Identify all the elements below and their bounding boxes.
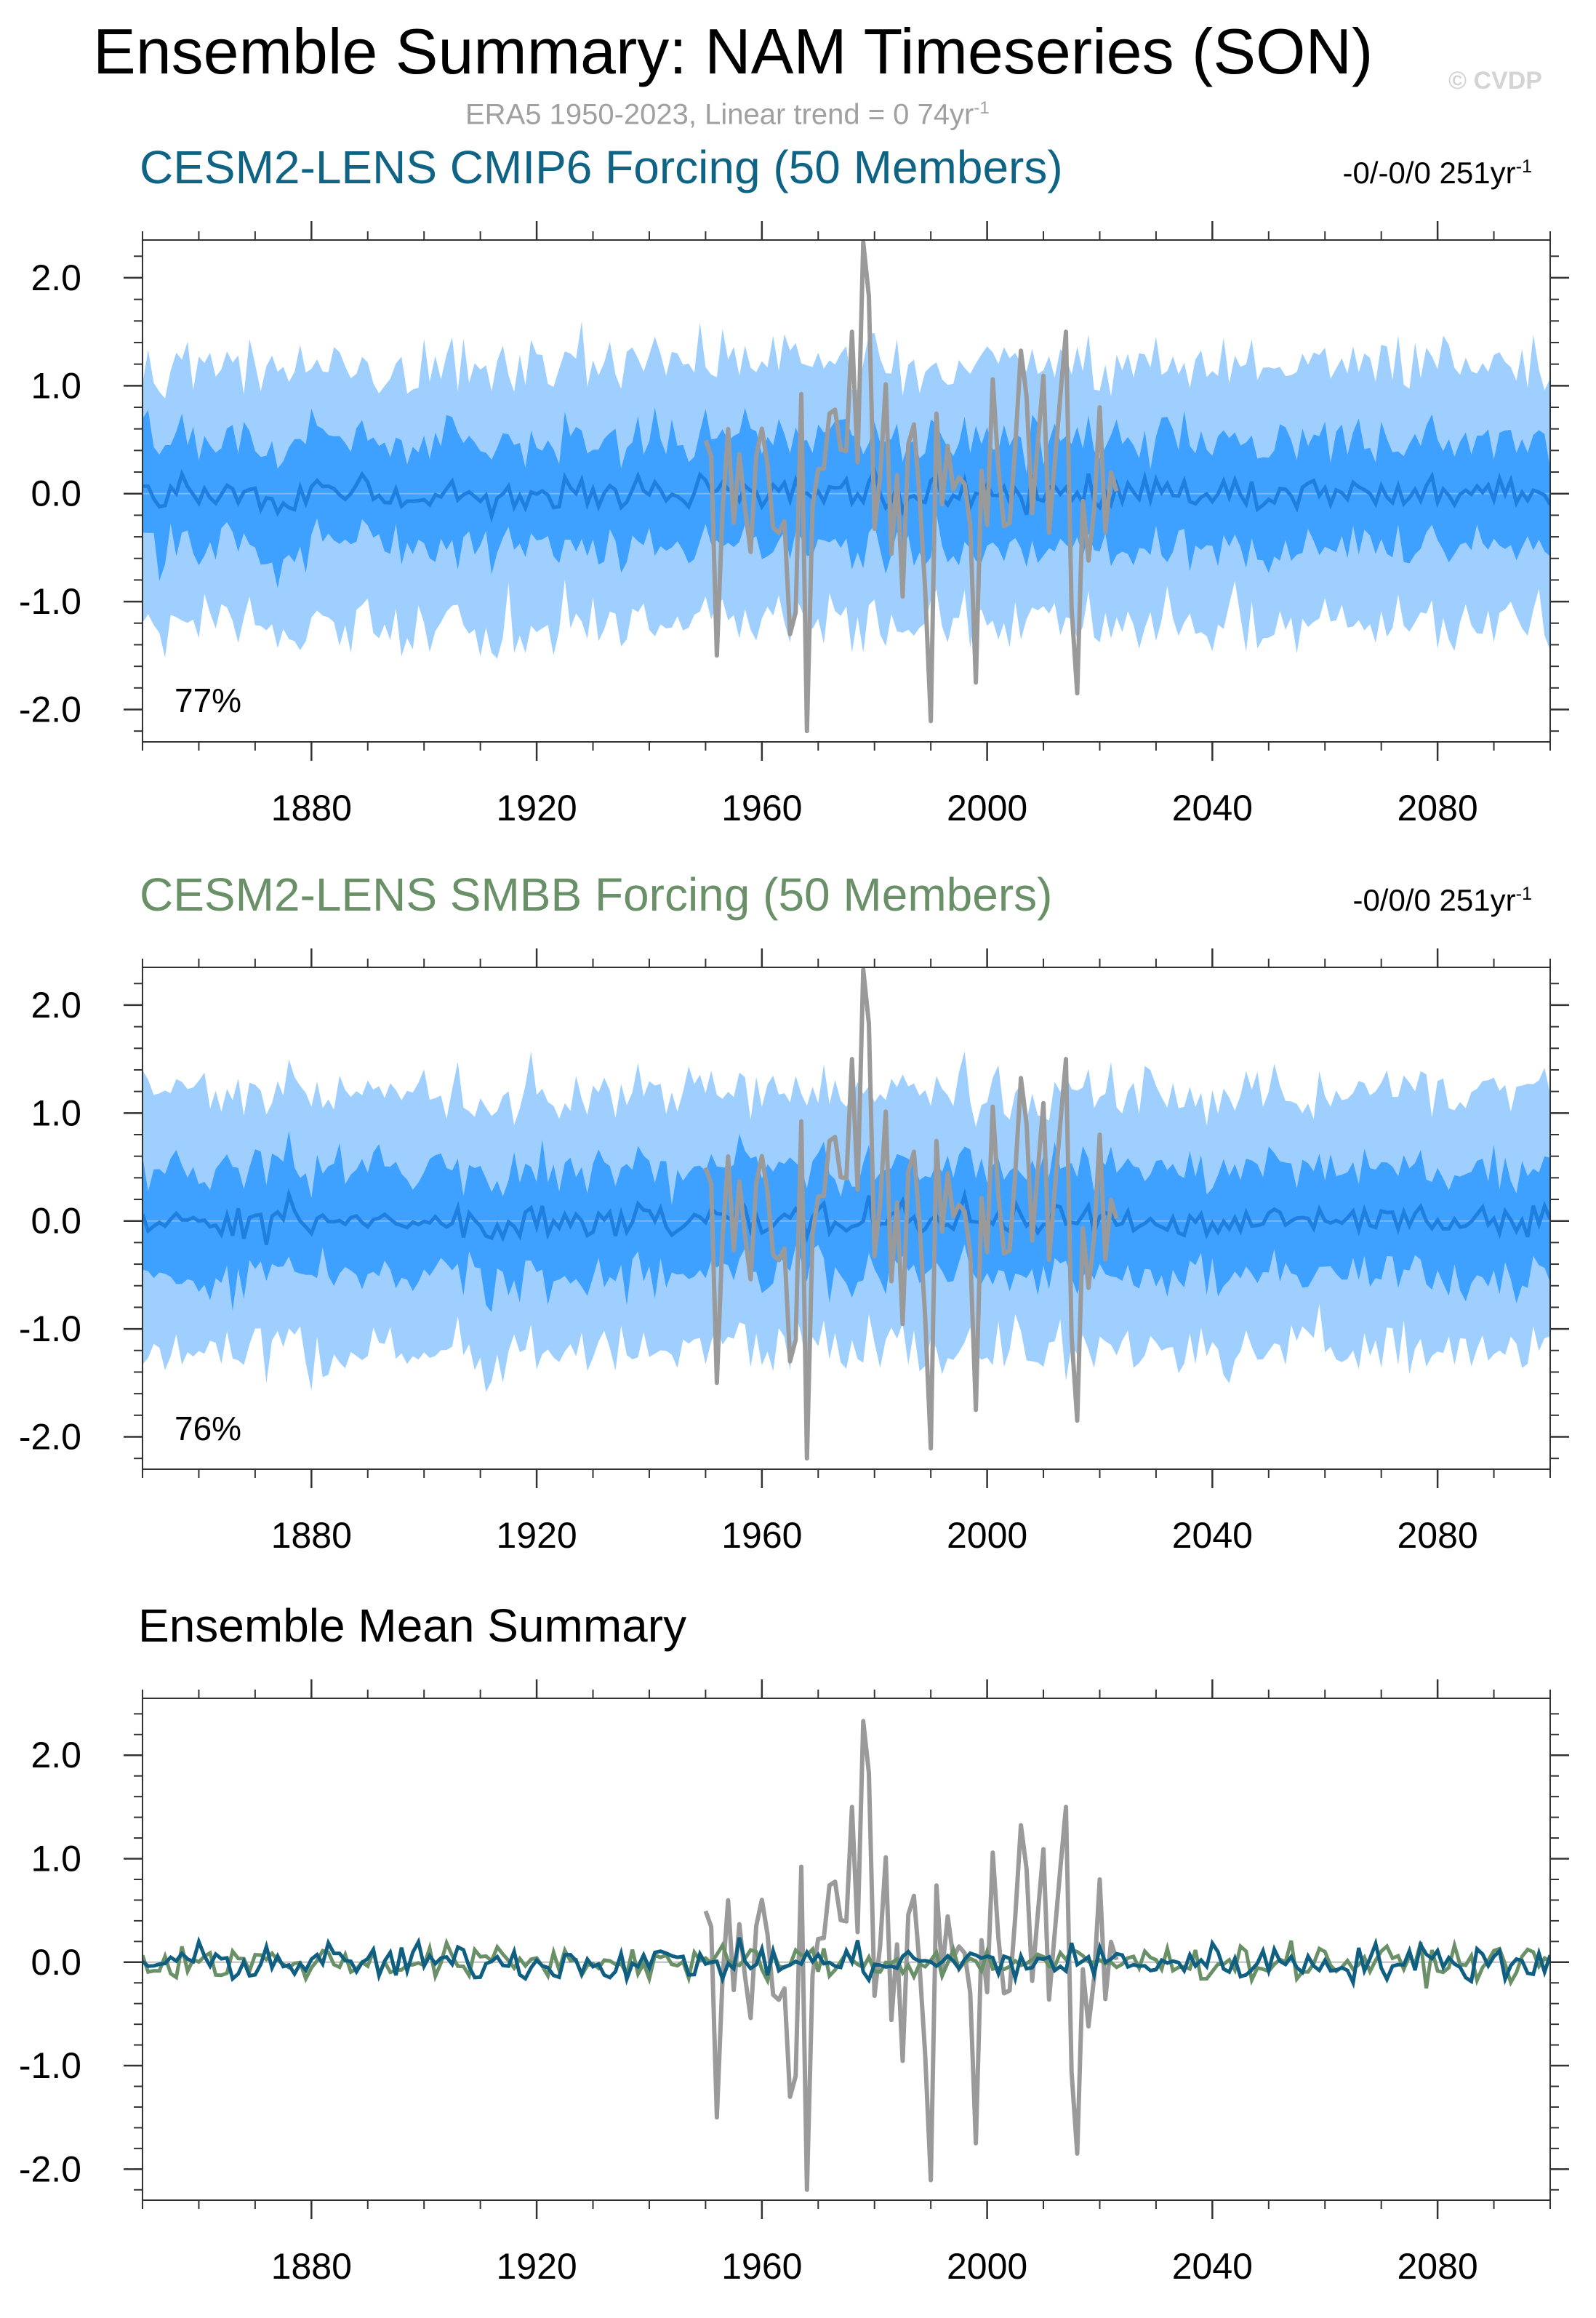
smbb-trend-text: -0/0/0 251yr [1352,883,1516,917]
smbb-y-tick-label: 1.0 [31,1092,81,1133]
mean-x-tick-label: 1920 [496,2246,577,2287]
smbb-x-tick-label: 1960 [721,1515,802,1556]
smbb-ensemble-mean-line [143,1188,1550,1245]
mean-y-tick-label: 0.0 [31,1942,81,1983]
smbb-obs-line [703,967,1119,1461]
cmip6-x-tick-label: 2080 [1397,788,1478,828]
smbb-x-tick-label: 2000 [947,1515,1027,1556]
mean-plot-area [143,1719,1550,2192]
smbb-y-tick-label: -1.0 [19,1308,81,1349]
copyright-watermark: © CVDP [1448,67,1542,95]
cmip6-y-tick-label: -2.0 [19,689,81,730]
smbb-x-tick-label: 2080 [1397,1515,1478,1556]
smbb-plot-area [143,967,1550,1461]
mean-y-tick-label: -1.0 [19,2045,81,2086]
cmip6-y-tick-label: 0.0 [31,473,81,514]
smbb-frame [142,967,1551,1470]
cmip6-x-tick-label: 1960 [721,788,802,828]
cmip6-percent-label: 77% [175,682,242,719]
mean-x-tick-label: 1960 [721,2246,802,2287]
cmip6-y-tick-label: -1.0 [19,581,81,622]
smbb-y-tick-label: 2.0 [31,985,81,1026]
mean-x-tick-label: 2080 [1397,2246,1478,2287]
cmip6-chart: 1880 1920 1960 2000 2040 2080 2.0 1.0 0.0 -1.0 -2.… [19,221,1569,828]
main-title: Ensemble Summary: NAM Timeseries (SON) [93,15,1374,87]
mean-x-tick-label: 2040 [1172,2246,1253,2287]
cmip6-x-tick-label: 1880 [271,788,352,828]
subtitle-text: ERA5 1950-2023, Linear trend = 0 74yr [465,98,974,131]
cmip6-plot-area [143,240,1550,734]
mean-y-tick-label: 1.0 [31,1839,81,1879]
mean-frame [142,1698,1551,2201]
mean-obs-line [703,1719,1119,2192]
smbb-x-tick-label: 2040 [1172,1515,1253,1556]
cmip6-x-tick-label: 2040 [1172,788,1253,828]
subtitle-sup: -1 [974,98,990,118]
subtitle: ERA5 1950-2023, Linear trend = 0 74yr-1 [465,98,990,131]
smbb-x-tick-label: 1880 [271,1515,352,1556]
smbb-panel-title: CESM2-LENS SMBB Forcing (50 Members) [140,868,1053,921]
smbb-chart: 1880 1920 1960 2000 2040 2080 2.0 1.0 0.0 -1.0 -2.… [19,948,1569,1556]
mean-y-tick-label: 2.0 [31,1735,81,1775]
smbb-y-tick-label: -2.0 [19,1416,81,1457]
smbb-x-tick-label: 1920 [496,1515,577,1556]
cmip6-y-tick-label: 2.0 [31,257,81,298]
mean-panel-title: Ensemble Mean Summary [138,1599,687,1652]
cmip6-trend-sup: -1 [1515,156,1532,177]
cmip6-x-tick-label: 1920 [496,788,577,828]
cmip6-x-tick-label: 2000 [947,788,1027,828]
smbb-trend-label: -0/0/0 251yr-1 [1352,883,1532,918]
cmip6-obs-line [703,240,1119,734]
cmip6-y-tick-label: 1.0 [31,365,81,406]
cmip6-band-inner [143,407,1550,588]
mean-chart: 1880 1920 1960 2000 2040 2080 2.0 1.0 0.0 -1.0 -2.… [19,1679,1569,2287]
smbb-trend-sup: -1 [1515,884,1532,904]
mean-x-tick-label: 1880 [271,2246,352,2287]
mean-cmip6-mean-line [143,1935,1550,1989]
mean-x-tick-label: 2000 [947,2246,1027,2287]
cmip6-trend-text: -0/-0/0 251yr [1342,156,1516,190]
smbb-percent-label: 76% [175,1410,242,1447]
cmip6-frame [142,239,1551,743]
mean-y-tick-label: -2.0 [19,2149,81,2189]
cmip6-ensemble-mean-line [143,465,1550,523]
cmip6-trend-label: -0/-0/0 251yr-1 [1342,156,1532,191]
cmip6-panel-title: CESM2-LENS CMIP6 Forcing (50 Members) [140,141,1063,193]
smbb-y-tick-label: 0.0 [31,1201,81,1242]
